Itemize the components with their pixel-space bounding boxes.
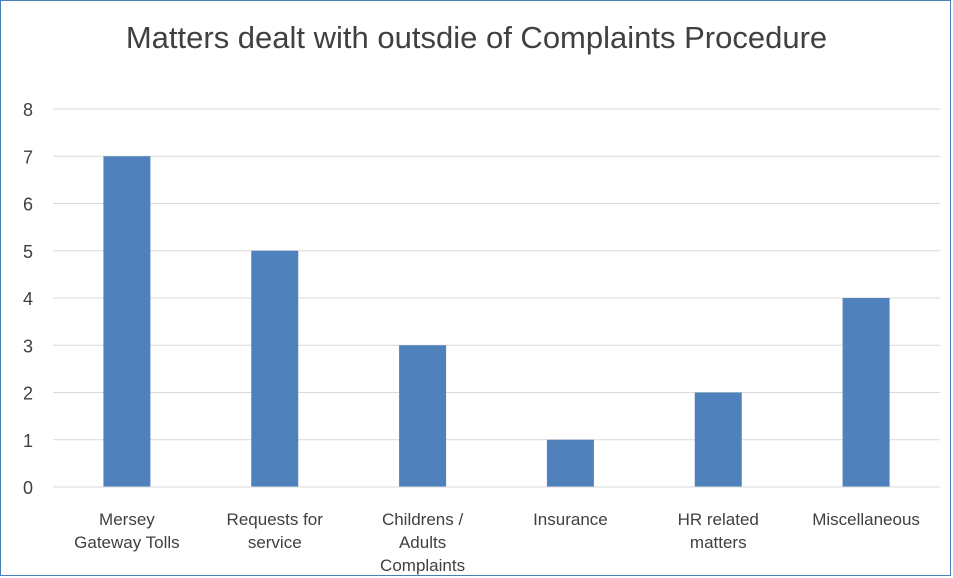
y-tick-label: 6 — [23, 195, 33, 215]
x-tick-label: Mersey Gateway Tolls — [74, 510, 180, 552]
bar — [694, 392, 742, 487]
x-tick-label: Childrens / Adults Complaints — [380, 510, 465, 575]
x-tick-label: HR related matters — [678, 510, 759, 552]
y-tick-label: 0 — [23, 478, 33, 498]
x-tick-label: Requests for service — [227, 510, 324, 552]
bar — [842, 298, 890, 487]
y-tick-label: 1 — [23, 431, 33, 451]
y-tick-label: 8 — [23, 100, 33, 120]
bar — [546, 439, 594, 487]
y-tick-label: 4 — [23, 289, 33, 309]
y-tick-label: 2 — [23, 384, 33, 404]
chart-title: Matters dealt with outsdie of Complaints… — [125, 20, 828, 55]
y-tick-label: 5 — [23, 242, 33, 262]
bar — [251, 250, 299, 487]
x-tick-label: Miscellaneous — [812, 510, 920, 529]
y-tick-label: 3 — [23, 336, 33, 356]
bar — [399, 345, 447, 487]
x-tick-label: Insurance — [533, 510, 608, 529]
bar — [103, 156, 151, 487]
y-tick-label: 7 — [23, 147, 33, 167]
